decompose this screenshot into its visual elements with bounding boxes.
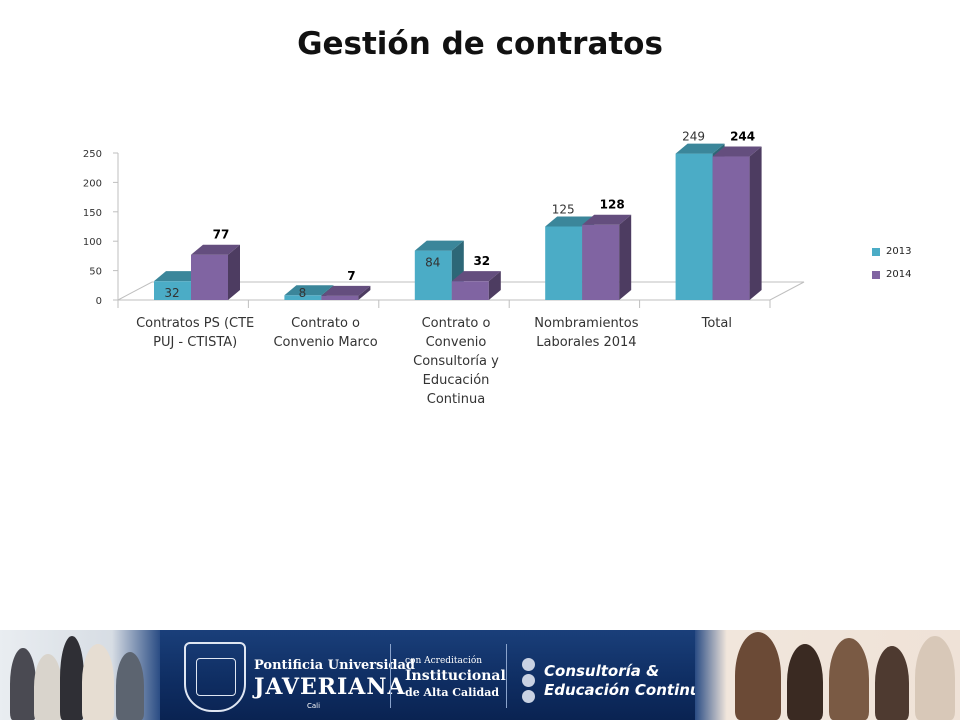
legend-item-2014: 2014 — [872, 269, 911, 280]
data-label: 32 — [473, 254, 490, 268]
data-label: 125 — [552, 203, 575, 217]
x-tick-label: Nombramientos Laborales 2014 — [534, 316, 638, 350]
data-label: 84 — [425, 256, 440, 270]
footer-divider — [506, 644, 507, 708]
y-tick-label: 200 — [83, 178, 102, 189]
data-label: 7 — [347, 269, 355, 283]
chart-legend: 2013 2014 — [872, 246, 911, 292]
accreditation-line1: con Acreditación — [405, 656, 483, 666]
bar-2013 — [414, 240, 464, 300]
bar-2014 — [451, 271, 501, 300]
x-tick-label: Contrato o Convenio Consultoría y Educación… — [413, 316, 499, 407]
data-label: 244 — [730, 130, 755, 144]
dots-logo-icon — [522, 658, 535, 706]
x-tick-label: Total — [701, 316, 732, 331]
chart-title: Gestión de contratos — [297, 26, 663, 62]
bar-2014 — [191, 244, 240, 300]
legend-swatch — [872, 270, 880, 279]
data-label: 249 — [682, 130, 705, 144]
accreditation-line3: de Alta Calidad — [405, 686, 500, 699]
unit-name-line2: Educación Continua — [544, 681, 711, 699]
bar-2014 — [321, 285, 371, 300]
footer-banner: Pontificia Universidad JAVERIANA Cali co… — [0, 630, 960, 720]
university-name-line2: JAVERIANA — [254, 674, 406, 700]
y-tick-label: 0 — [96, 296, 102, 307]
accreditation-line2: Institucional — [405, 668, 506, 684]
university-city: Cali — [307, 702, 321, 710]
people-photo-left — [0, 630, 160, 720]
bar-chart: 0 50 100 150 200 250 Contratos PS (CTE PUJ - CT… — [83, 130, 805, 407]
legend-label: 2014 — [886, 269, 912, 280]
y-tick-label: 50 — [89, 267, 102, 278]
footer-divider — [390, 644, 391, 708]
unit-name-line1: Consultoría & — [544, 662, 660, 680]
data-label: 77 — [213, 228, 230, 242]
legend-item-2013: 2013 — [872, 246, 911, 257]
data-label: 8 — [299, 286, 307, 300]
bar-2014 — [582, 214, 632, 300]
bar-2014 — [712, 146, 762, 300]
data-label: 32 — [164, 286, 179, 300]
data-label: 128 — [600, 198, 625, 212]
x-tick-label: Contratos PS (CTE PUJ - CTISTA) — [136, 316, 254, 350]
y-tick-label: 250 — [83, 149, 102, 160]
legend-swatch — [872, 247, 880, 256]
y-tick-label: 150 — [83, 208, 102, 219]
people-photo-right — [695, 630, 960, 720]
legend-label: 2013 — [886, 246, 912, 257]
university-name-line1: Pontificia Universidad — [254, 658, 416, 673]
university-crest-logo — [184, 642, 246, 712]
x-tick-label: Contrato o Convenio Marco — [273, 316, 377, 350]
y-tick-label: 100 — [83, 237, 102, 248]
